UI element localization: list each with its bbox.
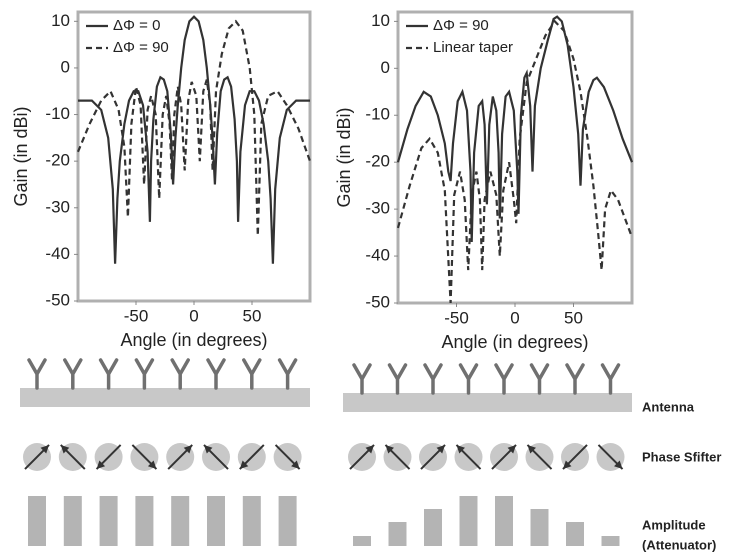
y-tick-label: 10 [371, 11, 390, 30]
amplitude-bar [530, 509, 549, 546]
data-line [396, 15, 634, 243]
phase-arrow-head [614, 460, 623, 470]
phase-arrow-head [456, 444, 465, 454]
antenna-label: Antenna [642, 399, 695, 414]
amplitude-bar [28, 496, 46, 546]
antenna-board [343, 393, 632, 412]
phase-arrow-head [385, 444, 394, 454]
antenna-element [565, 363, 585, 395]
x-tick-label: 0 [189, 306, 198, 325]
amplitude-bar [495, 496, 513, 546]
y-tick-label: 0 [61, 57, 70, 76]
y-tick-label: -50 [45, 290, 70, 309]
antenna-element [458, 363, 479, 395]
antenna-element [600, 363, 621, 395]
amplitude-bar [207, 496, 225, 546]
attenuator-label: (Attenuator) [642, 537, 716, 552]
x-tick-label: -50 [124, 306, 149, 325]
y-axis-title: Gain (in dBi) [334, 107, 354, 207]
amplitude-bar [424, 509, 442, 546]
legend-label: ΔΦ = 90 [113, 39, 169, 56]
phase-arrow-head [96, 460, 106, 470]
antenna-element [352, 363, 372, 395]
legend-label: ΔΦ = 0 [113, 17, 160, 34]
y-tick-label: -20 [45, 151, 70, 170]
x-tick-label: 50 [243, 306, 262, 325]
legend-label: ΔΦ = 90 [433, 17, 489, 34]
amplitude-bar [566, 522, 584, 546]
phase-arrow-head [183, 444, 193, 454]
antenna-element [277, 358, 298, 390]
y-tick-label: 0 [381, 58, 390, 77]
side-labels: Antenna Phase Sfifter Amplitude (Attenua… [642, 399, 721, 552]
phase-arrow-head [40, 444, 50, 454]
legend-label: Linear taper [433, 39, 513, 56]
phase-arrow-head [147, 460, 157, 470]
phase-arrow-head [60, 444, 70, 454]
antenna-element [423, 363, 443, 395]
amplitude-bar [135, 496, 154, 546]
antenna-element [387, 363, 408, 395]
phase-shifter-label: Phase Sfifter [642, 449, 721, 464]
amplitude-bar [99, 496, 118, 546]
y-tick-label: -50 [365, 292, 390, 311]
phase-arrow-head [527, 444, 536, 454]
y-axis-title: Gain (in dBi) [11, 106, 31, 206]
amplitude-bar [601, 536, 620, 546]
data-line [396, 19, 634, 304]
antenna-element [529, 363, 550, 395]
amplitude-bar [353, 536, 371, 546]
phase-arrow-head [436, 444, 446, 454]
amplitude-bar [242, 496, 261, 546]
antenna-element [242, 358, 262, 390]
antenna-element [27, 358, 47, 390]
amplitude-bar [459, 496, 478, 546]
y-tick-label: -30 [45, 197, 70, 216]
y-tick-label: -40 [365, 246, 390, 265]
antenna-board [20, 388, 310, 407]
x-tick-label: 50 [564, 308, 583, 327]
y-tick-label: -30 [365, 199, 390, 218]
x-axis-title: Angle (in degrees) [120, 330, 267, 350]
amplitude-bar [171, 496, 190, 546]
y-tick-label: -10 [365, 105, 390, 124]
phase-arrow-head [507, 444, 517, 454]
phase-arrow-head [291, 460, 300, 470]
antenna-element [63, 358, 83, 390]
amplitude-label: Amplitude [642, 517, 706, 532]
y-tick-label: 10 [51, 11, 70, 30]
antenna-element [494, 363, 514, 395]
amplitude-bar [63, 496, 82, 546]
data-line [76, 19, 312, 236]
x-axis-title: Angle (in degrees) [441, 332, 588, 352]
y-tick-label: -40 [45, 244, 70, 263]
phase-arrow-head [203, 444, 213, 454]
phase-arrow-head [239, 460, 249, 470]
y-tick-label: -10 [45, 104, 70, 123]
x-tick-label: -50 [444, 308, 469, 327]
phase-arrow-head [365, 444, 375, 454]
x-tick-label: 0 [510, 308, 519, 327]
antenna-element [134, 358, 155, 390]
antenna-element [98, 358, 119, 390]
amplitude-bar [388, 522, 407, 546]
amplitude-bar [278, 496, 297, 546]
antenna-element [206, 358, 226, 390]
antenna-element [170, 358, 190, 390]
data-line [78, 15, 310, 264]
y-tick-label: -20 [365, 152, 390, 171]
phase-arrow-head [562, 460, 572, 470]
